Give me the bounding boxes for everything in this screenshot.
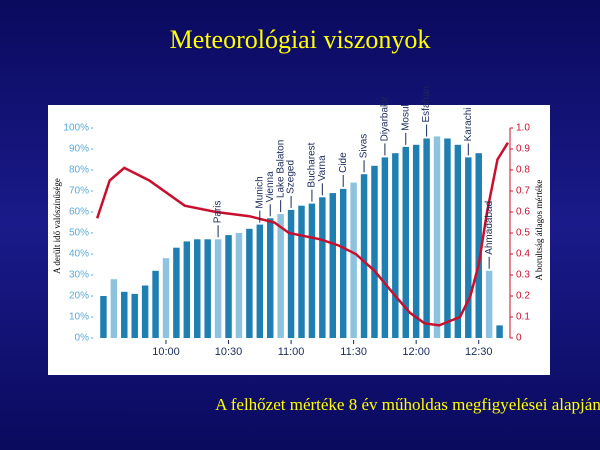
bar [194,239,201,338]
x-tick-label: 10:00 [152,346,180,358]
bar [256,224,264,338]
bar [131,293,138,338]
y2-axis-label: A borultság átlagos mértéke [534,180,544,281]
y-tick-label: 60% [69,207,89,218]
city-label: Varna [317,155,328,181]
bar [402,146,409,338]
city-label: Esfahan [421,86,432,123]
y2-tick-label: 0.5 [516,228,530,239]
bar [173,247,180,338]
bar [235,233,243,338]
bar [277,214,284,338]
bar [246,228,253,338]
y2-tick-label: 0 [516,333,522,344]
bar [433,136,441,338]
bar [454,144,462,338]
bar [319,197,326,338]
bar [298,205,305,338]
y2-tick-label: 0.8 [516,165,530,176]
bar [225,235,232,338]
bar [444,138,451,338]
bar [496,325,503,338]
y-tick-label: 0% [75,333,90,344]
y2-tick-label: 0.3 [516,270,530,281]
y2-tick-label: 0.2 [516,291,530,302]
city-label: Szeged [286,160,297,194]
y-tick-label: 30% [69,270,89,281]
bar [412,144,420,338]
bar [110,279,118,338]
bar [162,258,170,338]
y-tick-label: 40% [69,249,89,260]
x-tick-label: 12:00 [402,346,430,358]
bar [381,157,389,338]
x-tick-label: 12:30 [465,346,493,358]
y-axis-label: A derült idő valószínűsége [52,178,62,274]
y2-tick-label: 0.9 [516,144,530,155]
bar [329,193,337,338]
city-label: Cide [338,152,349,173]
city-label: Vienna [265,171,276,202]
y-tick-label: 70% [69,186,89,197]
bar [204,239,211,338]
y2-tick-label: 0.6 [516,207,530,218]
y-tick-label: 90% [69,144,89,155]
bar [183,241,191,338]
bar [371,165,378,338]
city-label: Paris [213,201,224,224]
y2-tick-label: 1.0 [516,123,530,134]
bar [392,153,399,338]
bar [360,174,368,338]
bar [423,138,430,338]
city-label: Diyarbakir [380,96,391,142]
bar [152,270,159,338]
city-label: Lake Balaton [275,140,286,198]
bar [475,153,482,338]
y2-tick-label: 0.7 [516,186,530,197]
bar [339,188,347,338]
y-tick-label: 80% [69,165,89,176]
city-label: Sivas [359,134,370,158]
bar [214,239,222,338]
x-tick-label: 10:30 [215,346,243,358]
y2-tick-label: 0.4 [516,249,530,260]
city-label: Mosul [400,104,411,131]
bar [141,285,149,338]
x-tick-label: 11:30 [340,346,367,358]
bar [350,182,357,338]
y2-tick-label: 0.1 [516,312,530,323]
bar [121,291,128,338]
y-tick-label: 10% [69,312,89,323]
bar [100,296,107,338]
city-label: Karachi [463,107,474,141]
y-tick-label: 20% [69,291,89,302]
x-tick-label: 11:00 [278,346,305,358]
bar [465,157,472,338]
bar [287,209,295,338]
city-label: Munich [254,176,265,208]
line [95,142,509,327]
city-label: Ahmadabad [484,201,495,255]
city-label: Bucharest [307,142,318,187]
footer: A felhőzet mértéke 8 év műholdas megfigy… [215,395,600,414]
slide-title: Meteorológiai viszonyok [170,25,431,54]
y-tick-label: 100% [63,123,89,134]
bar [308,203,316,338]
bar [266,218,274,338]
bar [485,270,493,338]
y-tick-label: 50% [69,228,89,239]
